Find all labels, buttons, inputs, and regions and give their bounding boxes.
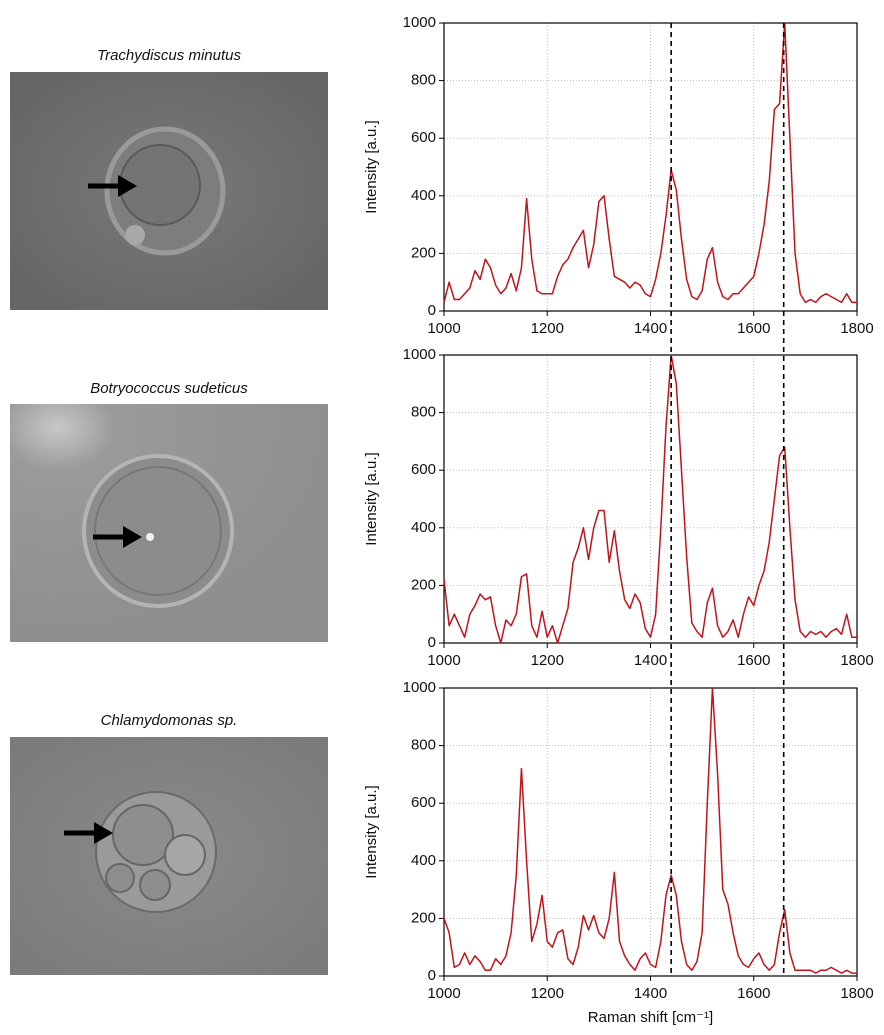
chart-title: Chlamydomonas sp.	[101, 712, 238, 729]
line-series	[443, 354, 857, 644]
x-axis-label: Raman shift [cm⁻¹]	[588, 1009, 713, 1026]
y-tick-label: 1000	[403, 346, 436, 363]
x-tick-label: 1000	[427, 985, 460, 1002]
line-series	[443, 687, 857, 974]
x-tick-label: 1400	[634, 985, 667, 1002]
x-tick-label: 1200	[531, 985, 564, 1002]
chart-title: Trachydiscus minutus	[97, 47, 241, 64]
y-tick-label: 600	[411, 794, 436, 811]
chart: 0 200 400 600 800 1000 1000 1200 1400 1600 1800 Int…	[363, 346, 874, 669]
x-tick-label: 1200	[531, 652, 564, 669]
x-tick-label: 1800	[840, 652, 873, 669]
line-series	[443, 22, 857, 304]
y-tick-label: 0	[428, 302, 436, 319]
x-tick-label: 1800	[840, 320, 873, 337]
x-tick-label: 1400	[634, 652, 667, 669]
chart: 0 200 400 600 800 1000 1000 1200 1400 1600 1800 Int…	[363, 14, 874, 337]
y-tick-label: 800	[411, 404, 436, 421]
y-tick-label: 1000	[403, 679, 436, 696]
plot-frame	[443, 22, 858, 312]
plot-frame	[443, 687, 858, 977]
y-tick-label: 400	[411, 852, 436, 869]
micrograph-2	[10, 404, 328, 642]
y-tick-label: 200	[411, 576, 436, 593]
x-tick-label: 1600	[737, 652, 770, 669]
x-tick-label: 1600	[737, 320, 770, 337]
y-tick-label: 600	[411, 129, 436, 146]
x-tick-label: 1400	[634, 320, 667, 337]
y-tick-label: 1000	[403, 14, 436, 31]
y-tick-label: 400	[411, 187, 436, 204]
x-tick-label: 1200	[531, 320, 564, 337]
y-tick-label: 800	[411, 72, 436, 89]
x-tick-label: 1000	[427, 652, 460, 669]
x-tick-label: 1600	[737, 985, 770, 1002]
y-axis-label: Intensity [a.u.]	[363, 785, 380, 878]
y-tick-label: 800	[411, 737, 436, 754]
y-tick-label: 600	[411, 461, 436, 478]
y-tick-label: 200	[411, 244, 436, 261]
y-axis-label: Intensity [a.u.]	[363, 120, 380, 213]
micrograph-3	[10, 737, 328, 975]
x-tick-label: 1000	[427, 320, 460, 337]
y-tick-label: 0	[428, 634, 436, 651]
y-tick-label: 200	[411, 909, 436, 926]
y-axis-label: Intensity [a.u.]	[363, 452, 380, 545]
chart-title: Botryococcus sudeticus	[90, 380, 248, 397]
micrograph-1	[10, 72, 328, 310]
plot-frame	[443, 354, 858, 644]
y-tick-label: 0	[428, 967, 436, 984]
chart: 0 200 400 600 800 1000 1000 1200 1400 1600 1800 Int…	[363, 679, 874, 1026]
y-tick-label: 400	[411, 519, 436, 536]
x-tick-label: 1800	[840, 985, 873, 1002]
